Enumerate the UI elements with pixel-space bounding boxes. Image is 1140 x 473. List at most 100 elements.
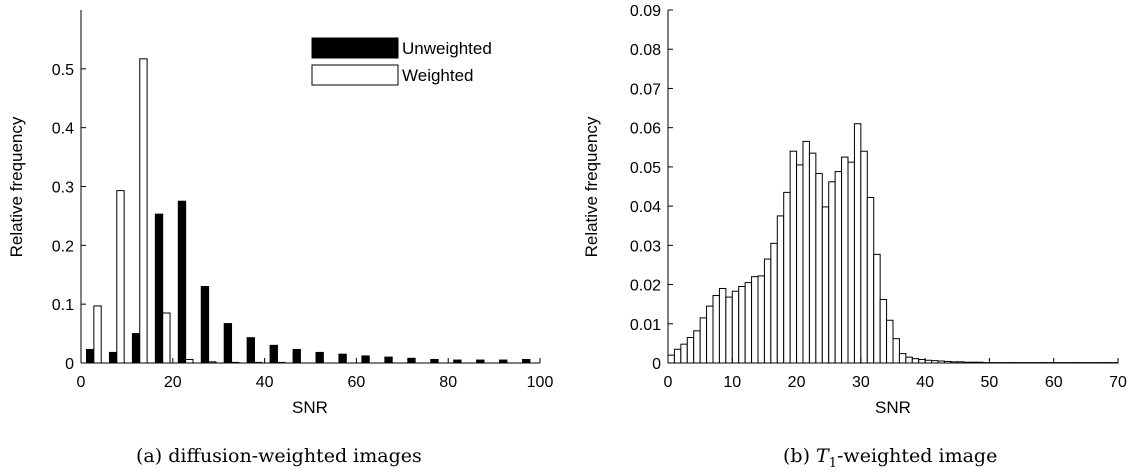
- unweighted-bar: [292, 348, 301, 364]
- histogram-bar: [892, 338, 900, 364]
- histogram-bar: [828, 181, 836, 364]
- histogram-bar: [808, 152, 817, 364]
- histogram-bar: [725, 296, 733, 364]
- weighted-bar: [139, 58, 148, 364]
- chart-a-x-tick-label: 20: [164, 374, 182, 391]
- unweighted-bar: [86, 348, 95, 364]
- chart-b-y-tick-label: 0.07: [630, 81, 661, 98]
- histogram-bar: [751, 276, 759, 364]
- histogram-bar: [853, 123, 862, 364]
- chart-b-y-tick-label: 0.05: [630, 160, 661, 177]
- chart-a-bars: [86, 58, 531, 364]
- chart-b-x-tick-label: 70: [1109, 374, 1127, 391]
- unweighted-bar: [338, 353, 347, 364]
- chart-b-y-tick-label: 0.08: [630, 42, 661, 59]
- chart-b-y-tick-label: 0.09: [630, 3, 661, 20]
- chart-b-x-tick-label: 0: [664, 374, 673, 391]
- unweighted-bar: [384, 356, 393, 364]
- histogram-bar: [770, 242, 778, 364]
- chart-b-x-tick-label: 10: [723, 374, 741, 391]
- unweighted-bar: [200, 286, 210, 364]
- chart-b-x-tick-label: 40: [916, 374, 934, 391]
- histogram-bar: [841, 156, 849, 364]
- histogram-bar: [673, 348, 682, 364]
- histogram-bar: [763, 258, 772, 364]
- weighted-bar: [162, 312, 171, 364]
- histogram-bar: [667, 354, 675, 364]
- histogram-bar: [898, 353, 907, 364]
- caption-b-subscript: 1: [828, 455, 838, 471]
- histogram-bar: [789, 150, 798, 364]
- chart-b-x-label: SNR: [875, 398, 911, 417]
- chart-a-y-tick-label: 0.2: [52, 238, 74, 255]
- histogram-bar: [738, 286, 746, 364]
- histogram-bar: [879, 298, 888, 364]
- caption-a: (a) diffusion-weighted images: [136, 445, 422, 467]
- weighted-bar: [185, 358, 194, 364]
- chart-b-y-tick-label: 0.01: [630, 317, 661, 334]
- histogram-bar: [718, 287, 727, 364]
- histogram-bar: [834, 171, 843, 364]
- histogram-bar: [911, 358, 920, 364]
- chart-b-y-label: Relative frequency: [582, 116, 601, 257]
- unweighted-bar: [269, 344, 278, 364]
- histogram-bar: [796, 164, 804, 364]
- histogram-bar: [744, 282, 753, 364]
- weighted-bar: [116, 190, 125, 364]
- chart-a-ticks: 0 20 40 60 80 100 0 0.1 0.2 0.3 0.4 0.5: [52, 62, 554, 391]
- unweighted-bar: [108, 351, 118, 364]
- caption-a-text: diffusion-weighted images: [168, 445, 422, 467]
- caption-b-label: (b): [783, 445, 810, 467]
- unweighted-bar: [407, 357, 416, 364]
- caption-b-variable: T: [816, 445, 829, 467]
- caption-b-text: -weighted image: [837, 445, 998, 467]
- unweighted-bar: [361, 355, 370, 364]
- unweighted-bar: [522, 358, 531, 364]
- unweighted-bar: [430, 358, 439, 364]
- chart-b-y-tick-label: 0.06: [630, 121, 661, 138]
- histogram-bar: [686, 337, 695, 364]
- chart-a-x-label: SNR: [292, 398, 328, 417]
- histogram-bar: [847, 161, 855, 364]
- histogram-bar: [712, 295, 720, 364]
- chart-b-bars: [667, 123, 1119, 364]
- unweighted-bar: [246, 337, 256, 364]
- chart-a-legend: Unweighted Weighted: [311, 37, 492, 86]
- unweighted-bar: [177, 200, 187, 364]
- chart-a-y-tick-label: 0.1: [52, 297, 74, 314]
- chart-a-x-tick-label: 80: [439, 374, 457, 391]
- legend-label-unweighted: Unweighted: [402, 39, 492, 58]
- histogram-bar: [873, 253, 881, 364]
- histogram-bar: [731, 290, 740, 364]
- histogram-bar: [693, 330, 701, 364]
- chart-b-x-tick-label: 30: [852, 374, 870, 391]
- histogram-bar: [802, 140, 810, 364]
- histogram-bar: [699, 317, 708, 364]
- chart-a-x-tick-label: 60: [348, 374, 366, 391]
- unweighted-bar: [223, 323, 233, 364]
- chart-a-y-tick-label: 0.4: [52, 121, 74, 138]
- histogram-bar: [860, 150, 868, 364]
- chart-b-x-tick-label: 60: [1045, 374, 1063, 391]
- unweighted-bar: [315, 351, 324, 364]
- histogram-bar: [815, 173, 823, 364]
- unweighted-bar: [154, 213, 164, 364]
- caption-b: (b) T1-weighted image: [783, 445, 997, 471]
- caption-a-label: (a): [136, 445, 163, 467]
- histogram-bar: [866, 196, 875, 364]
- histogram-diffusion-weighted: 0 20 40 60 80 100 0 0.1 0.2 0.3 0.4 0.5 SNR Relativ…: [7, 10, 553, 417]
- chart-a-x-tick-label: 0: [77, 374, 86, 391]
- chart-b-x-tick-label: 50: [981, 374, 999, 391]
- histogram-bar: [706, 305, 714, 364]
- histogram-bar: [821, 206, 830, 364]
- chart-b-x-tick-label: 20: [788, 374, 806, 391]
- histogram-bar: [783, 191, 791, 364]
- chart-a-y-tick-label: 0.3: [52, 180, 74, 197]
- histogram-bar: [905, 356, 913, 364]
- chart-b-y-tick-label: 0.02: [630, 278, 661, 295]
- legend-swatch-unweighted: [311, 37, 399, 59]
- unweighted-bar: [131, 333, 141, 364]
- histogram-bar: [918, 358, 926, 364]
- weighted-bar: [93, 305, 102, 364]
